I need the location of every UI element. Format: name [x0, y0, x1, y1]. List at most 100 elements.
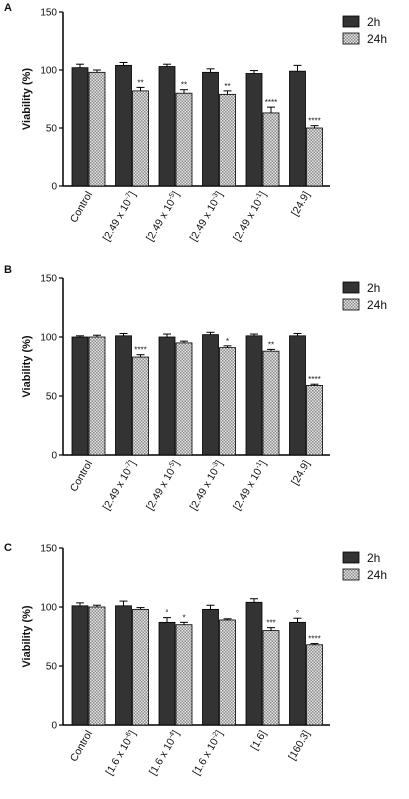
y-axis-title: Viability (%): [21, 68, 33, 130]
bar-2h-0: [71, 67, 89, 187]
bar-2h-0: [71, 605, 89, 726]
significance-mark: ****: [308, 635, 320, 644]
legend-label-2h: 2h: [367, 15, 380, 29]
y-tick-label: 50: [46, 392, 58, 403]
category-label-0: Control: [68, 459, 95, 494]
category-label-3: [2.49 x 10-3]: [188, 458, 226, 512]
bar-24h-5: [306, 127, 323, 187]
y-tick-label: 100: [40, 66, 57, 77]
category-label-5: [24.9]: [289, 189, 313, 218]
category-label-3: [1.6 x 10-2]: [190, 728, 225, 777]
bar-2h-5: [289, 621, 306, 726]
category-label-1: [2.49 x 10-7]: [101, 189, 139, 243]
y-tick-label: 0: [51, 721, 57, 732]
category-label-2: [2.49 x 10-5]: [144, 189, 182, 243]
bar-24h-2: [175, 342, 193, 456]
y-tick-label: 100: [40, 603, 57, 614]
y-tick-label: 0: [51, 451, 57, 462]
y-tick-label: 50: [46, 662, 58, 673]
bar-24h-0: [88, 336, 106, 456]
bar-24h-2: [175, 624, 193, 726]
bar-2h-5: [289, 70, 306, 187]
bar-2h-3: [202, 71, 219, 187]
category-label-5: [24.9]: [289, 458, 313, 487]
bar-24h-1: [132, 356, 149, 456]
panel-C: C 0 50 100 150 Viability (%) Control [1.6 x 10-…: [4, 542, 387, 777]
significance-mark: ****: [265, 98, 277, 107]
bar-24h-3: [219, 347, 236, 456]
significance-mark: ****: [308, 375, 320, 384]
significance-mark: ****: [134, 346, 146, 355]
y-tick-label: 0: [51, 182, 57, 193]
legend-swatch-2h: [342, 551, 360, 564]
bar-24h-2: [175, 92, 193, 187]
significance-mark: *: [182, 613, 185, 622]
bar-24h-0: [88, 71, 106, 187]
significance-mark: °: [296, 609, 299, 618]
bar-24h-1: [132, 608, 149, 726]
panel-letter: B: [4, 264, 12, 276]
bar-2h-1: [115, 335, 132, 456]
bar-2h-1: [115, 605, 132, 726]
panel-B: B 0 50 100 150 Viability (%) Control **** [2.49 …: [4, 264, 387, 512]
legend-swatch-2h: [342, 15, 360, 28]
panel-letter: A: [4, 2, 12, 14]
y-tick-label: 100: [40, 333, 57, 344]
category-label-0: Control: [68, 729, 95, 764]
bar-2h-2: [158, 336, 176, 456]
significance-mark: **: [268, 340, 274, 349]
bar-24h-5: [306, 384, 323, 456]
significance-mark: °: [165, 609, 168, 618]
bar-24h-1: [132, 90, 149, 187]
category-label-1: [2.49 x 10-7]: [101, 458, 139, 512]
legend-swatch-24h: [342, 568, 360, 581]
panel-A: A 0 50 100 150 Viability (%) Control ** [2.49 x …: [4, 2, 387, 243]
panel-letter: C: [4, 542, 12, 554]
legend-swatch-2h: [342, 281, 360, 294]
category-label-4: [2.49 x 10-1]: [231, 189, 269, 243]
bar-2h-4: [245, 601, 263, 726]
legend-label-24h: 24h: [367, 32, 387, 46]
category-label-0: Control: [68, 190, 95, 225]
bar-2h-4: [245, 73, 263, 187]
bar-2h-0: [71, 336, 89, 456]
y-tick-label: 150: [40, 8, 57, 19]
significance-mark: ***: [266, 619, 275, 628]
bar-24h-3: [219, 619, 236, 726]
legend-swatch-24h: [342, 298, 360, 311]
significance-mark: **: [137, 78, 143, 87]
category-label-2: [1.6 x 10-4]: [147, 728, 182, 777]
bar-24h-4: [262, 630, 280, 726]
bar-24h-4: [262, 350, 280, 456]
bar-24h-3: [219, 93, 236, 187]
y-axis-title: Viability (%): [21, 335, 33, 397]
legend-label-24h: 24h: [367, 298, 387, 312]
category-label-4: [2.49 x 10-1]: [231, 458, 269, 512]
category-label-3: [2.49 x 10-3]: [188, 189, 226, 243]
bar-24h-4: [262, 112, 280, 187]
category-label-1: [1.6 x 10-6]: [103, 728, 138, 777]
y-tick-label: 50: [46, 124, 58, 135]
y-tick-label: 150: [40, 544, 57, 555]
category-label-2: [2.49 x 10-5]: [144, 458, 182, 512]
bar-2h-3: [202, 608, 219, 726]
legend-label-24h: 24h: [367, 568, 387, 582]
bar-2h-1: [115, 64, 132, 187]
y-axis-title: Viability (%): [21, 605, 33, 667]
bar-24h-5: [306, 644, 323, 726]
significance-mark: ****: [308, 117, 320, 126]
legend-label-2h: 2h: [367, 281, 380, 295]
y-tick-label: 150: [40, 274, 57, 285]
legend-label-2h: 2h: [367, 551, 380, 565]
significance-mark: **: [181, 81, 187, 90]
legend-swatch-24h: [342, 32, 360, 45]
bar-2h-2: [158, 621, 176, 726]
category-label-4: [1.6]: [248, 728, 269, 752]
bar-2h-5: [289, 335, 306, 456]
bar-2h-3: [202, 334, 219, 456]
category-label-5: [160.3]: [286, 728, 312, 762]
significance-mark: *: [226, 337, 229, 346]
bar-2h-2: [158, 66, 176, 187]
